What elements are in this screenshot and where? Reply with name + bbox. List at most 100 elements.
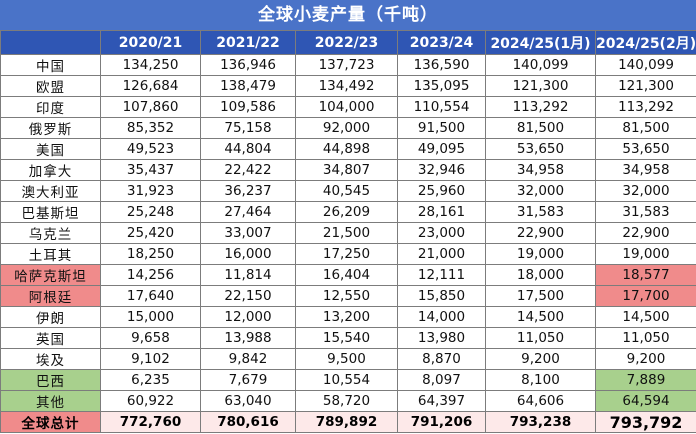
table-row: 中国 134,250 136,946 137,723 136,590 140,099 140…: [0, 54, 696, 76]
value-cell: 14,000: [397, 306, 486, 328]
total-value-cell: 789,892: [295, 411, 398, 433]
country-name: 印度: [0, 96, 101, 118]
value-cell: 33,007: [200, 222, 296, 244]
value-cell: 138,479: [200, 75, 296, 97]
value-cell: 13,980: [397, 327, 486, 349]
value-cell: 64,606: [485, 390, 596, 412]
value-cell: 27,464: [200, 201, 296, 223]
header-cell-country: [0, 30, 101, 55]
country-name: 中国: [0, 54, 101, 76]
value-cell: 9,500: [295, 348, 398, 370]
table-row: 埃及 9,102 9,842 9,500 8,870 9,200 9,200: [0, 348, 696, 370]
country-name: 美国: [0, 138, 101, 160]
table-row: 伊朗 15,000 12,000 13,200 14,000 14,500 14,500: [0, 306, 696, 328]
value-cell: 28,161: [397, 201, 486, 223]
table-row: 巴基斯坦 25,248 27,464 26,209 28,161 31,583 31,583: [0, 201, 696, 223]
value-cell: 15,540: [295, 327, 398, 349]
header-cell-year: 2022/23: [295, 30, 398, 55]
value-cell: 53,650: [485, 138, 596, 160]
value-cell: 31,923: [100, 180, 201, 202]
value-cell: 9,658: [100, 327, 201, 349]
value-cell: 32,000: [595, 180, 696, 202]
value-cell: 15,000: [100, 306, 201, 328]
country-name: 埃及: [0, 348, 101, 370]
country-name: 乌克兰: [0, 222, 101, 244]
value-cell: 18,000: [485, 264, 596, 286]
value-cell: 25,420: [100, 222, 201, 244]
value-cell: 136,946: [200, 54, 296, 76]
value-cell: 18,577: [595, 264, 696, 286]
value-cell: 32,946: [397, 159, 486, 181]
value-cell: 16,404: [295, 264, 398, 286]
value-cell: 12,111: [397, 264, 486, 286]
table-row: 加拿大 35,437 22,422 34,807 32,946 34,958 34,958: [0, 159, 696, 181]
value-cell: 17,640: [100, 285, 201, 307]
value-cell: 12,000: [200, 306, 296, 328]
table-row: 英国 9,658 13,988 15,540 13,980 11,050 11,050: [0, 327, 696, 349]
value-cell: 7,679: [200, 369, 296, 391]
table-title: 全球小麦产量（千吨）: [0, 0, 696, 30]
total-value-cell: 772,760: [100, 411, 201, 433]
value-cell: 19,000: [595, 243, 696, 265]
value-cell: 121,300: [595, 75, 696, 97]
country-name: 英国: [0, 327, 101, 349]
total-value-cell: 791,206: [397, 411, 486, 433]
value-cell: 75,158: [200, 117, 296, 139]
value-cell: 40,545: [295, 180, 398, 202]
total-label: 全球总计: [0, 411, 101, 433]
value-cell: 91,500: [397, 117, 486, 139]
value-cell: 135,095: [397, 75, 486, 97]
value-cell: 7,889: [595, 369, 696, 391]
value-cell: 34,958: [485, 159, 596, 181]
value-cell: 58,720: [295, 390, 398, 412]
table-body: 中国 134,250 136,946 137,723 136,590 140,099 140…: [0, 54, 696, 433]
table-row: 俄罗斯 85,352 75,158 92,000 91,500 81,500 81,500: [0, 117, 696, 139]
value-cell: 15,850: [397, 285, 486, 307]
table-row: 哈萨克斯坦 14,256 11,814 16,404 12,111 18,000 18,57…: [0, 264, 696, 286]
value-cell: 109,586: [200, 96, 296, 118]
value-cell: 17,500: [485, 285, 596, 307]
table-row: 其他 60,922 63,040 58,720 64,397 64,606 64,594: [0, 390, 696, 412]
value-cell: 9,842: [200, 348, 296, 370]
value-cell: 113,292: [595, 96, 696, 118]
table-row: 巴西 6,235 7,679 10,554 8,097 8,100 7,889: [0, 369, 696, 391]
value-cell: 113,292: [485, 96, 596, 118]
value-cell: 31,583: [595, 201, 696, 223]
value-cell: 8,870: [397, 348, 486, 370]
table-row: 土耳其 18,250 16,000 17,250 21,000 19,000 19,000: [0, 243, 696, 265]
value-cell: 21,000: [397, 243, 486, 265]
country-name: 伊朗: [0, 306, 101, 328]
value-cell: 134,492: [295, 75, 398, 97]
value-cell: 25,248: [100, 201, 201, 223]
table-row: 阿根廷 17,640 22,150 12,550 15,850 17,500 17,700: [0, 285, 696, 307]
value-cell: 60,922: [100, 390, 201, 412]
value-cell: 11,050: [485, 327, 596, 349]
value-cell: 14,500: [595, 306, 696, 328]
value-cell: 22,900: [485, 222, 596, 244]
value-cell: 81,500: [485, 117, 596, 139]
value-cell: 44,804: [200, 138, 296, 160]
value-cell: 8,100: [485, 369, 596, 391]
value-cell: 21,500: [295, 222, 398, 244]
value-cell: 19,000: [485, 243, 596, 265]
value-cell: 44,898: [295, 138, 398, 160]
value-cell: 13,988: [200, 327, 296, 349]
country-name: 澳大利亚: [0, 180, 101, 202]
value-cell: 14,256: [100, 264, 201, 286]
country-name: 哈萨克斯坦: [0, 264, 101, 286]
total-value-cell: 793,238: [485, 411, 596, 433]
header-cell-year: 2024/25(1月): [485, 30, 596, 55]
table-row: 印度 107,860 109,586 104,000 110,554 113,292 113…: [0, 96, 696, 118]
value-cell: 32,000: [485, 180, 596, 202]
value-cell: 134,250: [100, 54, 201, 76]
value-cell: 9,102: [100, 348, 201, 370]
value-cell: 140,099: [595, 54, 696, 76]
table-row: 澳大利亚 31,923 36,237 40,545 25,960 32,000 32,000: [0, 180, 696, 202]
value-cell: 92,000: [295, 117, 398, 139]
table-row: 乌克兰 25,420 33,007 21,500 23,000 22,900 22,900: [0, 222, 696, 244]
value-cell: 63,040: [200, 390, 296, 412]
value-cell: 11,814: [200, 264, 296, 286]
country-name: 加拿大: [0, 159, 101, 181]
value-cell: 34,958: [595, 159, 696, 181]
value-cell: 22,900: [595, 222, 696, 244]
